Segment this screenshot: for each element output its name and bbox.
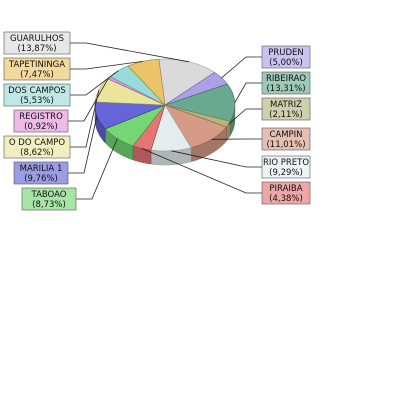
label-name-registro: REGISTRO [19, 112, 63, 122]
pie-top-face [94, 58, 236, 152]
leader-line-ribeirao [234, 82, 262, 103]
pie-slice-ribeirao [163, 83, 236, 122]
label-pct-pruden: (5,00%) [269, 58, 303, 68]
label-name-rio-preto: RIO PRETO [263, 158, 309, 168]
label-pct-ribeirao: (13,31%) [266, 84, 305, 94]
label-pct-tapetininga: (7,47%) [20, 70, 54, 80]
label-box-dos-campos [3, 83, 71, 107]
label-pct-rio-preto: (9,29%) [269, 168, 303, 178]
leader-line-tapetininga [70, 61, 143, 70]
label-name-tapetininga: TAPETININGA [8, 60, 65, 70]
leader-line-pruden [221, 56, 262, 79]
label-name-piraiba: PIRAIBA [269, 184, 302, 194]
label-name-taboao: TABOAO [31, 190, 67, 200]
label-pct-guarulhos: (13,87%) [17, 44, 56, 54]
label-pct-matriz: (2,11%) [269, 110, 303, 120]
label-pct-taboao: (8,73%) [32, 200, 66, 210]
label-box-ribeirao [261, 71, 311, 95]
label-box-piraiba [261, 181, 311, 205]
label-box-tapetininga [3, 57, 71, 81]
leader-line-dos-campos [70, 70, 119, 96]
label-name-ribeirao: RIBEIRAO [266, 74, 306, 84]
label-name-guarulhos: GUARULHOS [10, 34, 64, 44]
leader-line-piraiba [141, 148, 262, 194]
label-pct-marilia-1: (9,76%) [24, 174, 58, 184]
leader-line-o-do-campo [70, 89, 100, 148]
label-box-marilia-1 [13, 161, 69, 185]
leader-line-matriz [228, 108, 262, 125]
leader-line-guarulhos [70, 42, 189, 63]
label-name-pruden: PRUDEN [268, 48, 304, 58]
label-name-marilia-1: MARILIA 1 [20, 164, 63, 174]
label-box-taboao [21, 187, 77, 211]
label-name-o-do-campo: O DO CAMPO [9, 138, 66, 148]
label-pct-registro: (0,92%) [24, 122, 58, 132]
pie-callout-labels: GUARULHOS(13,87%) PRUDEN(5,00%)RIBEIRAO(1… [3, 31, 311, 211]
label-name-dos-campos: DOS CAMPOS [8, 86, 66, 96]
label-box-rio-preto [261, 155, 311, 179]
label-box-pruden [261, 45, 311, 69]
label-box-registro [13, 109, 69, 133]
pie-leader-lines [68, 42, 262, 200]
leader-line-rio-preto [171, 150, 262, 168]
leader-line-marilia-1 [68, 115, 98, 174]
label-box-matriz [261, 97, 311, 121]
label-box-guarulhos [3, 31, 71, 55]
leader-line-registro [68, 77, 110, 122]
label-pct-o-do-campo: (8,62%) [20, 148, 54, 158]
label-pct-campin: (11,01%) [266, 140, 305, 150]
label-box-o-do-campo [3, 135, 71, 159]
label-name-campin: CAMPIN [269, 130, 302, 140]
label-name-matriz: MATRIZ [270, 100, 302, 110]
label-pct-dos-campos: (5,53%) [20, 96, 54, 106]
label-pct-piraiba: (4,38%) [269, 194, 303, 204]
label-box-campin [261, 127, 311, 151]
leader-line-taboao [76, 138, 118, 200]
